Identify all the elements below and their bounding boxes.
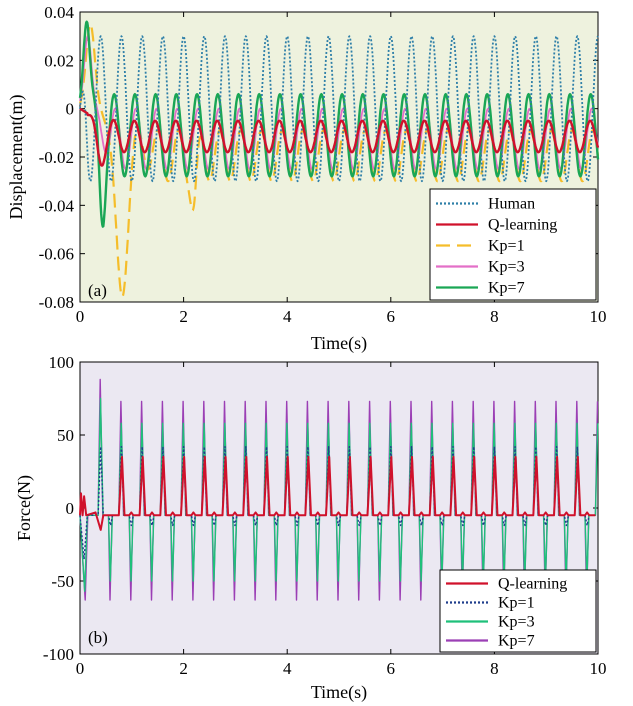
force-chart: 0 2 4 6 8 10 100 50 0 -50 -100 Time(s) Force(N) (b…	[14, 353, 607, 703]
y-tick-label: 50	[57, 426, 74, 445]
x-tick-label: 10	[590, 659, 607, 678]
legend-entry: Kp=7	[498, 633, 535, 650]
panel-label-a: (a)	[88, 281, 107, 300]
series-line	[79, 107, 600, 167]
y-tick-label: -0.04	[39, 196, 75, 215]
legend-entry: Q-learning	[498, 576, 567, 593]
y-tick-label: 0.02	[44, 51, 74, 70]
y-tick-label: 0	[66, 100, 75, 119]
series-line	[79, 35, 599, 183]
x-tick-label: 2	[179, 307, 188, 326]
y-tick-label: -100	[43, 645, 74, 664]
series-lines-a	[78, 20, 600, 298]
legend-entry: Q-learning	[488, 217, 557, 234]
legend-entry: Kp=1	[488, 238, 525, 255]
x-axis-label-a: Time(s)	[311, 333, 367, 354]
y-tick-label: -0.08	[39, 293, 74, 312]
y-axis-label-b: Force(N)	[14, 475, 35, 541]
y-tick-label: 100	[49, 353, 75, 372]
y-tick-label: -50	[51, 572, 74, 591]
panel-label-b: (b)	[88, 628, 108, 647]
x-axis-label-b: Time(s)	[311, 682, 367, 703]
x-tick-label: 6	[387, 307, 396, 326]
series-line	[78, 20, 600, 228]
series-lines-b	[79, 378, 599, 601]
y-tick-label: -0.02	[39, 148, 74, 167]
ticks-a: 0 2 4 6 8 10 0.04 0.02 0 -0.02 -0.04 -0.06 -0.08	[39, 3, 607, 326]
displacement-chart: 0 2 4 6 8 10 0.04 0.02 0 -0.02 -0.04 -0.06 -0.08 Tim…	[6, 3, 607, 354]
legend-entry: Kp=1	[498, 595, 535, 612]
y-tick-label: 0.04	[44, 3, 74, 22]
x-tick-label: 4	[283, 659, 292, 678]
x-tick-label: 0	[76, 307, 85, 326]
y-axis-label-a: Displacement(m)	[6, 95, 27, 220]
legend-entry: Kp=3	[498, 614, 535, 631]
legend-entry: Kp=7	[488, 280, 525, 297]
y-tick-label: -0.06	[39, 245, 74, 264]
x-tick-label: 2	[179, 659, 188, 678]
legend-entry: Human	[488, 196, 535, 213]
x-tick-label: 10	[590, 307, 607, 326]
x-tick-label: 0	[76, 659, 85, 678]
x-tick-label: 8	[490, 659, 499, 678]
legend-entry: Kp=3	[488, 259, 525, 276]
series-line	[79, 455, 596, 531]
y-tick-label: 0	[66, 499, 75, 518]
x-tick-label: 6	[387, 659, 396, 678]
ticks-b: 0 2 4 6 8 10 100 50 0 -50 -100	[43, 353, 607, 678]
x-tick-label: 8	[490, 307, 499, 326]
legend-a: Human Q-learning Kp=1 Kp=3 Kp=7	[429, 188, 597, 301]
x-tick-label: 4	[283, 307, 292, 326]
legend-b: Q-learning Kp=1 Kp=3 Kp=7	[439, 569, 597, 653]
